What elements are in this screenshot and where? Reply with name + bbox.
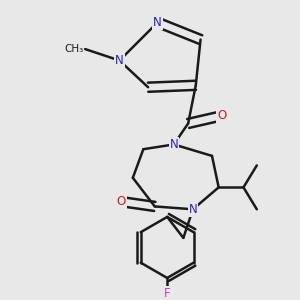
Text: N: N bbox=[188, 203, 197, 216]
Text: F: F bbox=[164, 287, 170, 300]
Text: O: O bbox=[117, 195, 126, 208]
Text: O: O bbox=[217, 109, 226, 122]
Text: CH₃: CH₃ bbox=[64, 44, 84, 54]
Text: N: N bbox=[115, 54, 124, 67]
Text: N: N bbox=[153, 16, 162, 29]
Text: N: N bbox=[169, 138, 178, 151]
